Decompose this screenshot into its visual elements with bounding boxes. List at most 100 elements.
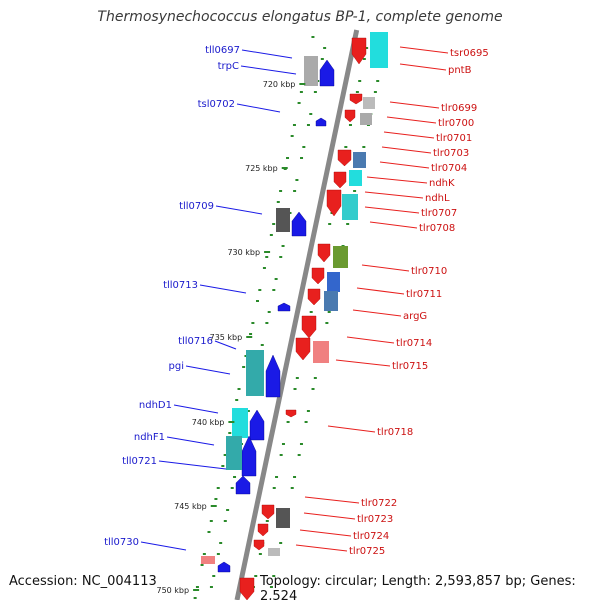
tick-mark — [279, 454, 283, 456]
reverse-gene-arrow — [291, 211, 307, 237]
forward-gene-arrow — [317, 243, 331, 263]
tick-mark — [300, 157, 304, 159]
tick-mark — [272, 223, 276, 225]
tick-mark — [373, 91, 377, 93]
tick-mark — [219, 542, 223, 544]
tick-mark — [228, 432, 232, 434]
gene-label: pgi — [169, 361, 184, 372]
tick-mark — [293, 476, 297, 478]
kbp-markers: 720 kbp 725 kbp 730 kbp 735 kbp 740 kbp 745 k… — [156, 80, 306, 595]
gene-label: tlr0722 — [361, 498, 397, 509]
gene-label: ndhD1 — [139, 400, 172, 411]
gene-label: tll0721 — [122, 456, 157, 467]
gene-label: ndhL — [425, 193, 450, 204]
leader-line — [185, 365, 231, 375]
tick-mark — [195, 586, 199, 588]
tick-mark — [251, 322, 255, 324]
leader-line — [352, 309, 402, 317]
tick-mark — [233, 476, 237, 478]
gene-label: tlr0700 — [438, 118, 474, 129]
gene-features — [201, 32, 388, 600]
kbp-label: 720 kbp — [263, 80, 296, 89]
tick-mark — [309, 311, 313, 313]
gene-label: tlr0708 — [419, 223, 455, 234]
tick-mark — [272, 487, 276, 489]
leader-line — [366, 176, 428, 184]
gene-label: tlr0723 — [357, 514, 393, 525]
tick-mark — [221, 465, 225, 467]
tick-mark — [274, 278, 278, 280]
gene-label: tlr0704 — [431, 163, 467, 174]
leader-line — [140, 541, 187, 551]
tick-mark — [293, 190, 297, 192]
tick-mark — [299, 91, 303, 93]
tick-mark — [306, 124, 310, 126]
tick-mark — [275, 476, 279, 478]
tick-mark — [200, 564, 204, 566]
gene-box — [304, 56, 318, 86]
tick-mark — [209, 520, 213, 522]
gene-box — [201, 556, 215, 564]
leader-line — [364, 206, 420, 214]
tick-mark — [265, 322, 269, 324]
forward-gene-arrow — [307, 288, 321, 306]
gene-label: tlr0714 — [396, 338, 432, 349]
tick-mark — [353, 190, 357, 192]
tick-mark — [223, 520, 227, 522]
tick-mark — [223, 454, 227, 456]
gene-label: tlr0707 — [421, 208, 457, 219]
tick-mark — [295, 377, 299, 379]
tick-mark — [258, 553, 262, 555]
leader-line — [158, 460, 227, 470]
tick-mark — [249, 333, 253, 335]
tick-mark — [348, 124, 352, 126]
tick-mark — [260, 344, 264, 346]
gene-label: tll0697 — [205, 45, 240, 56]
gene-label: tlr0725 — [349, 546, 385, 557]
tick-mark — [309, 113, 313, 115]
reverse-gene-arrow — [319, 59, 335, 87]
forward-gene-arrow — [337, 149, 352, 167]
gene-label: tlr0710 — [411, 266, 447, 277]
gene-label: pntB — [448, 65, 472, 76]
tick-mark — [209, 586, 213, 588]
reverse-gene-arrow — [217, 561, 231, 573]
tick-mark — [304, 421, 308, 423]
kbp-tick — [210, 505, 217, 507]
kbp-tick — [299, 83, 306, 85]
gene-box — [276, 508, 290, 528]
gene-label: tlr0703 — [433, 148, 469, 159]
tick-mark — [267, 311, 271, 313]
tick-mark — [265, 520, 269, 522]
gene-box — [232, 408, 248, 438]
leader-line — [240, 65, 297, 75]
leader-line — [369, 221, 418, 229]
leader-line — [215, 205, 263, 215]
kbp-label: 730 kbp — [227, 248, 260, 257]
tick-mark — [311, 36, 315, 38]
reverse-gene-arrow — [241, 435, 257, 477]
forward-gene-arrow — [239, 577, 255, 600]
genome-backbone — [234, 29, 360, 600]
forward-gene-arrow — [333, 171, 347, 189]
gene-label: tlr0701 — [436, 133, 472, 144]
kbp-label: 740 kbp — [192, 418, 225, 427]
forward-gene-arrow — [261, 504, 275, 520]
leader-line — [304, 496, 360, 504]
tick-mark — [358, 80, 362, 82]
kbp-label: 745 kbp — [174, 502, 207, 511]
tick-mark — [226, 509, 230, 511]
gene-box — [226, 436, 242, 470]
gene-label: tlr0724 — [353, 531, 389, 542]
reverse-gene-arrow — [235, 475, 251, 495]
accession-label: Accession: NC_004113 — [9, 574, 157, 589]
tick-mark — [246, 410, 250, 412]
leader-line — [364, 191, 424, 199]
leader-line — [303, 512, 356, 520]
forward-gene-arrow — [257, 523, 269, 537]
leader-line — [214, 340, 237, 350]
kbp-label: 750 kbp — [156, 586, 189, 595]
tick-mark — [256, 300, 259, 302]
gene-box — [353, 152, 366, 168]
kbp-label: 725 kbp — [245, 164, 278, 173]
